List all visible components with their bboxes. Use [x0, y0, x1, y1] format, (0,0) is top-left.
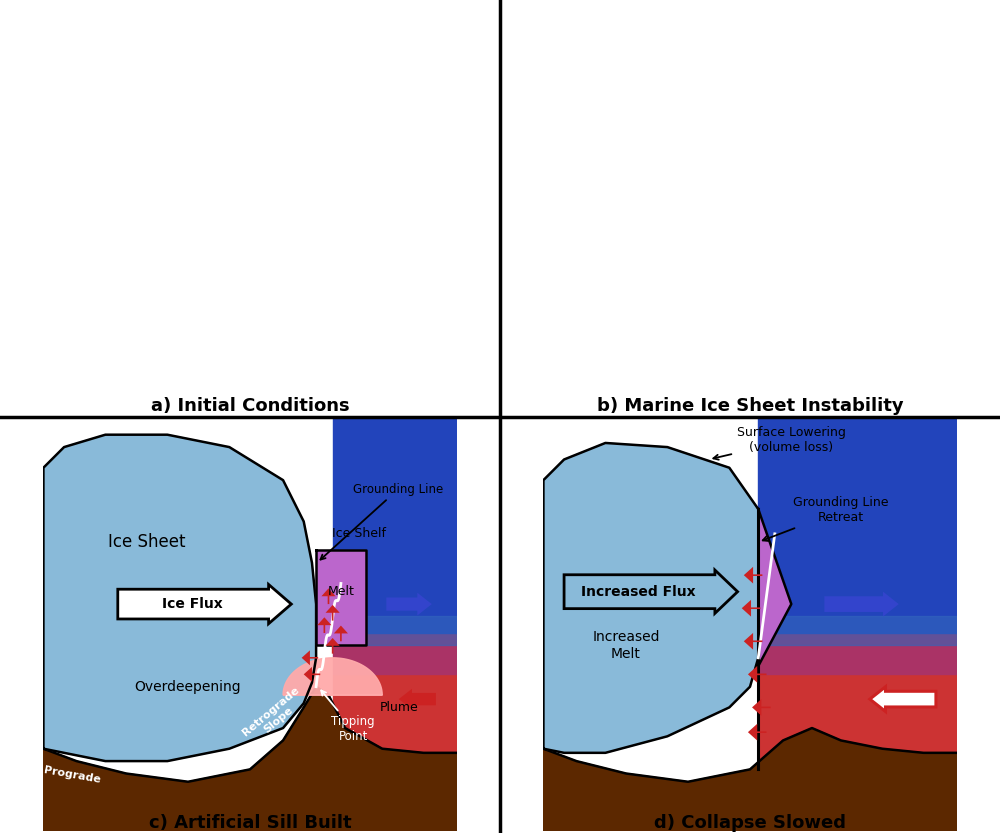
- Text: Ice Shelf: Ice Shelf: [332, 527, 386, 541]
- Title: a) Initial Conditions: a) Initial Conditions: [151, 397, 349, 415]
- FancyArrow shape: [564, 570, 738, 613]
- Title: b) Marine Ice Sheet Instability: b) Marine Ice Sheet Instability: [597, 397, 903, 415]
- Text: Ice Flux: Ice Flux: [162, 597, 223, 611]
- FancyArrow shape: [326, 638, 340, 654]
- FancyArrow shape: [824, 591, 899, 616]
- Text: Grounding Line
Retreat: Grounding Line Retreat: [763, 496, 889, 541]
- FancyArrow shape: [399, 689, 436, 710]
- Polygon shape: [543, 443, 767, 753]
- Polygon shape: [333, 675, 457, 831]
- Polygon shape: [333, 418, 457, 633]
- FancyArrow shape: [752, 699, 771, 716]
- Polygon shape: [758, 616, 957, 646]
- Polygon shape: [543, 728, 957, 831]
- Polygon shape: [758, 509, 791, 666]
- FancyArrow shape: [326, 605, 340, 621]
- FancyArrow shape: [742, 600, 760, 616]
- FancyArrow shape: [744, 633, 762, 650]
- Text: Surface Lowering
(volume loss): Surface Lowering (volume loss): [713, 426, 846, 460]
- FancyArrow shape: [321, 588, 336, 604]
- Title: d) Collapse Slowed: d) Collapse Slowed: [654, 814, 846, 831]
- Text: Ice Sheet: Ice Sheet: [108, 533, 185, 551]
- Polygon shape: [316, 551, 366, 646]
- FancyArrow shape: [118, 585, 291, 624]
- Text: Plume: Plume: [379, 701, 418, 714]
- FancyArrow shape: [302, 651, 318, 666]
- FancyArrow shape: [317, 617, 331, 633]
- Polygon shape: [758, 418, 957, 633]
- FancyArrow shape: [304, 667, 320, 681]
- FancyArrow shape: [748, 666, 767, 683]
- Text: Melt: Melt: [327, 586, 354, 598]
- Text: Tipping
Point: Tipping Point: [321, 691, 375, 743]
- Polygon shape: [43, 435, 316, 761]
- FancyArrow shape: [386, 593, 432, 616]
- Text: Grounding Line: Grounding Line: [320, 482, 444, 560]
- Text: Prograde: Prograde: [43, 766, 102, 786]
- Title: c) Artificial Sill Built: c) Artificial Sill Built: [149, 814, 351, 831]
- Text: Retrograde
Slope: Retrograde Slope: [241, 685, 309, 746]
- FancyArrow shape: [334, 626, 348, 641]
- Polygon shape: [283, 658, 382, 695]
- Polygon shape: [333, 633, 457, 675]
- Polygon shape: [43, 686, 457, 831]
- FancyArrow shape: [744, 566, 762, 584]
- Text: Overdeepening: Overdeepening: [135, 680, 241, 694]
- Polygon shape: [333, 616, 457, 646]
- Text: Increased
Melt: Increased Melt: [592, 631, 660, 661]
- Text: Increased Flux: Increased Flux: [581, 585, 696, 599]
- Polygon shape: [758, 633, 957, 675]
- FancyArrow shape: [870, 686, 936, 711]
- FancyArrow shape: [748, 724, 767, 741]
- Polygon shape: [758, 675, 957, 831]
